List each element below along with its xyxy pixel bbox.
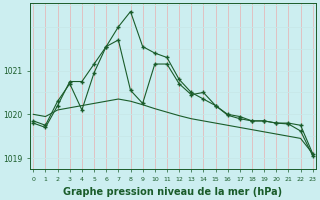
X-axis label: Graphe pression niveau de la mer (hPa): Graphe pression niveau de la mer (hPa) [63,187,283,197]
